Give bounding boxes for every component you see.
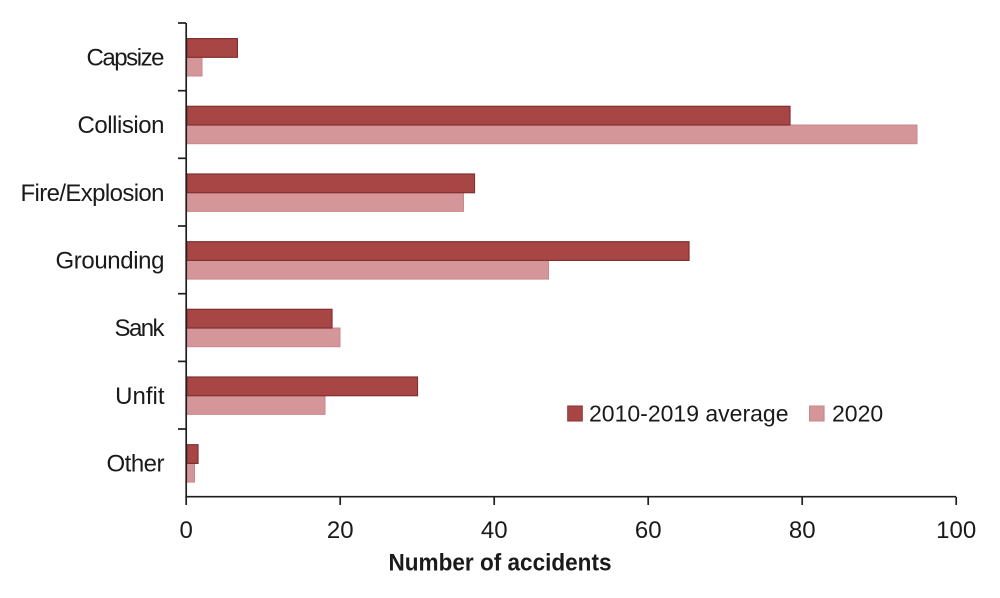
svg-text:0: 0 [180,517,193,544]
svg-text:100: 100 [936,517,976,544]
svg-text:Capsize: Capsize [87,44,165,71]
svg-text:2010-2019 average: 2010-2019 average [589,401,789,427]
svg-text:2020: 2020 [832,401,883,427]
svg-text:80: 80 [789,517,816,544]
svg-text:40: 40 [481,517,508,544]
svg-text:60: 60 [635,517,662,544]
svg-text:Grounding: Grounding [56,247,165,274]
svg-text:Fire/Explosion: Fire/Explosion [21,180,165,207]
svg-text:Other: Other [107,451,165,478]
svg-text:Collision: Collision [78,112,165,139]
svg-text:Number of accidents: Number of accidents [389,550,612,577]
svg-text:Sank: Sank [115,315,166,342]
svg-text:Unfit: Unfit [115,383,165,410]
svg-text:20: 20 [327,517,354,544]
